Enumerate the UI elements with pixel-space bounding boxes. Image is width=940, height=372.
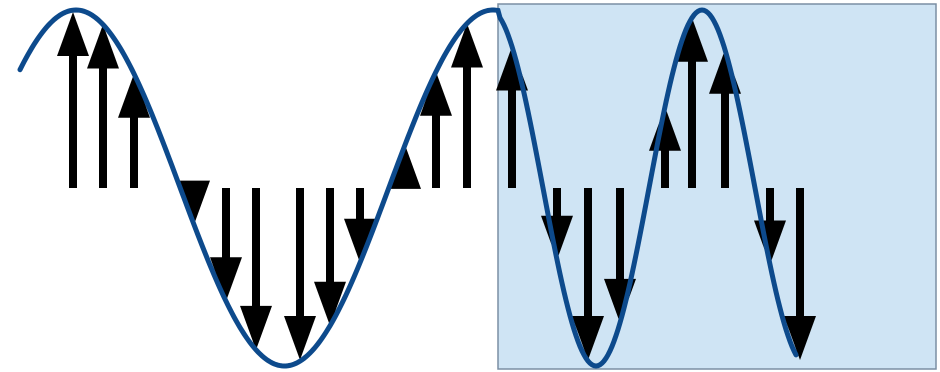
arrow-shaft <box>616 188 624 280</box>
arrow-head <box>178 180 210 225</box>
arrow-shaft <box>252 188 260 307</box>
arrow-up <box>451 23 483 188</box>
arrow-head <box>314 281 346 326</box>
arrow-up <box>389 144 421 189</box>
arrow-head <box>87 24 119 69</box>
arrow-head <box>451 23 483 68</box>
arrow-shaft <box>463 66 471 188</box>
arrow-down <box>240 188 272 350</box>
arrow-up <box>57 12 89 188</box>
shaded-region <box>497 3 937 370</box>
arrow-up <box>118 73 150 188</box>
arrow-shaft <box>688 60 696 189</box>
arrow-shaft <box>661 149 669 188</box>
arrow-up <box>420 71 452 188</box>
arrow-shaft <box>99 67 107 188</box>
arrow-shaft <box>222 188 230 259</box>
arrow-shaft <box>584 188 592 317</box>
arrow-head <box>676 17 708 62</box>
arrow-up <box>676 17 708 189</box>
arrow-down <box>784 188 816 360</box>
arrow-shaft <box>721 92 729 188</box>
arrow-head <box>572 316 604 360</box>
arrow-head <box>240 305 272 350</box>
arrow-shaft <box>508 89 516 188</box>
arrow-shaft <box>130 116 138 188</box>
arrow-head <box>118 73 150 118</box>
sine-wave <box>17 7 799 369</box>
arrow-head <box>210 257 242 302</box>
arrow-down <box>344 188 376 263</box>
arrow-head <box>344 218 376 263</box>
arrow-shaft <box>69 55 77 188</box>
arrow-down <box>572 188 604 360</box>
arrow-head <box>420 71 452 116</box>
arrow-head <box>57 12 89 56</box>
arrow-shaft <box>432 114 440 188</box>
arrow-shaft <box>326 188 334 283</box>
arrow-down <box>178 180 210 225</box>
arrow-head <box>284 316 316 360</box>
arrow-head <box>389 144 421 189</box>
arrow-up <box>87 24 119 188</box>
arrow-shaft <box>553 188 561 217</box>
arrow-down <box>314 188 346 326</box>
arrow-shaft <box>356 188 364 220</box>
arrow-shaft <box>766 188 774 222</box>
arrow-down <box>210 188 242 302</box>
arrow-down <box>284 188 316 360</box>
arrow-head <box>784 316 816 360</box>
arrow-shaft <box>796 188 804 317</box>
arrow-shaft <box>296 188 304 317</box>
